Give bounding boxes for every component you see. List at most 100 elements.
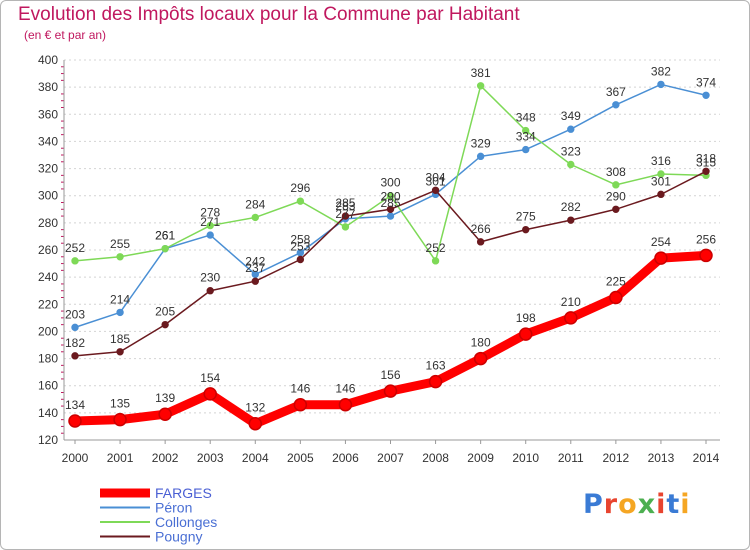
x-tick-label: 2006: [332, 451, 359, 465]
x-tick-label: 2011: [558, 451, 584, 465]
y-tick-label: 320: [38, 162, 58, 176]
data-point-péron: [522, 145, 530, 154]
data-point-collonges: [476, 82, 485, 90]
data-label: 315: [696, 155, 716, 169]
x-tick-label: 2003: [197, 451, 224, 465]
data-label: 381: [471, 66, 491, 80]
legend-label-péron: Péron: [155, 500, 192, 516]
y-tick-label: 120: [38, 433, 58, 447]
x-tick-label: 2009: [467, 451, 494, 465]
logo-letter: P: [583, 489, 604, 520]
data-label: 185: [110, 332, 130, 346]
data-point-pougny: [702, 167, 710, 175]
y-tick-label: 260: [38, 243, 58, 257]
data-point-collonges: [116, 253, 124, 261]
logo-letter: o: [618, 489, 638, 520]
data-point-farges: [248, 416, 263, 431]
data-label: 261: [155, 229, 175, 243]
data-label: 237: [245, 261, 265, 275]
data-labels: 134 135 139 154 132 146 146 156 163 180 198 210 225 2…: [65, 64, 716, 414]
data-point-collonges: [431, 257, 440, 265]
data-point-farges: [473, 351, 488, 366]
data-point-pougny: [522, 225, 530, 234]
data-label: 301: [651, 174, 671, 188]
data-point-péron: [657, 80, 665, 89]
data-label: 348: [516, 111, 536, 125]
x-tick-label: 2014: [693, 451, 720, 465]
data-point-collonges: [251, 213, 259, 222]
logo-letter: i: [680, 489, 691, 520]
data-label: 367: [606, 85, 626, 99]
data-label: 203: [65, 307, 85, 321]
data-label: 252: [426, 241, 446, 255]
data-point-collonges: [71, 257, 79, 265]
data-point-pougny: [71, 352, 79, 360]
data-label: 214: [110, 292, 130, 306]
data-label: 205: [155, 305, 175, 319]
chart-subtitle: (en € et par an): [24, 28, 107, 42]
data-point-collonges: [612, 181, 620, 189]
chart-title: Evolution des Impôts locaux pour la Comm…: [18, 4, 520, 25]
data-point-pougny: [116, 348, 124, 356]
data-point-farges: [293, 397, 308, 412]
proxiti-logo: Proxiti: [583, 489, 691, 520]
data-point-pougny: [612, 205, 620, 213]
data-point-pougny: [657, 190, 665, 199]
logo-letter: x: [637, 489, 657, 520]
data-point-pougny: [161, 320, 169, 329]
data-point-péron: [612, 101, 620, 109]
data-label: 182: [65, 336, 85, 350]
y-tick-label: 160: [38, 379, 58, 393]
x-tick-label: 2007: [377, 451, 404, 465]
x-tick-label: 2000: [62, 451, 89, 465]
y-tick-label: 280: [38, 216, 58, 230]
x-tick-label: 2013: [648, 451, 675, 465]
data-point-péron: [702, 91, 710, 99]
data-point-péron: [567, 125, 575, 133]
data-point-farges: [564, 311, 578, 325]
data-label: 163: [426, 359, 446, 373]
y-tick-label: 300: [38, 189, 58, 203]
data-label: 290: [606, 189, 626, 203]
data-point-collonges: [386, 192, 395, 200]
data-label: 349: [561, 109, 581, 123]
data-label: 252: [65, 241, 85, 255]
y-tick-label: 140: [38, 406, 58, 420]
legend-label-collonges: Collonges: [155, 514, 217, 530]
data-label: 134: [65, 398, 85, 412]
data-point-collonges: [657, 170, 665, 178]
data-label: 258: [290, 233, 310, 247]
data-label: 261: [155, 229, 175, 243]
data-point-péron: [476, 152, 485, 161]
x-tick-label: 2001: [107, 451, 134, 465]
data-point-pougny: [386, 205, 395, 213]
data-point-collonges: [341, 223, 350, 231]
data-point-pougny: [296, 255, 305, 264]
data-label: 290: [380, 189, 400, 203]
data-label: 285: [335, 196, 355, 210]
x-tick-label: 2010: [512, 451, 539, 465]
data-point-collonges: [161, 244, 169, 253]
data-label: 316: [651, 154, 671, 168]
data-label: 308: [606, 165, 626, 179]
data-point-collonges: [296, 197, 305, 205]
data-label: 283: [335, 199, 355, 213]
data-point-farges: [654, 251, 668, 265]
data-label: 210: [561, 295, 581, 309]
data-point-farges: [428, 374, 443, 389]
data-label: 180: [471, 336, 491, 350]
data-point-péron: [71, 323, 79, 332]
grid-lines: [64, 59, 720, 441]
data-label: 323: [561, 145, 581, 159]
data-label: 139: [155, 391, 175, 405]
y-tick-label: 220: [38, 297, 58, 311]
data-label: 132: [245, 401, 265, 415]
data-label: 225: [606, 275, 626, 289]
data-label: 256: [696, 232, 716, 246]
data-label: 198: [516, 311, 536, 325]
data-label: 255: [110, 237, 130, 251]
data-point-farges: [338, 397, 353, 412]
data-point-collonges: [206, 221, 214, 230]
data-label: 254: [651, 235, 671, 249]
